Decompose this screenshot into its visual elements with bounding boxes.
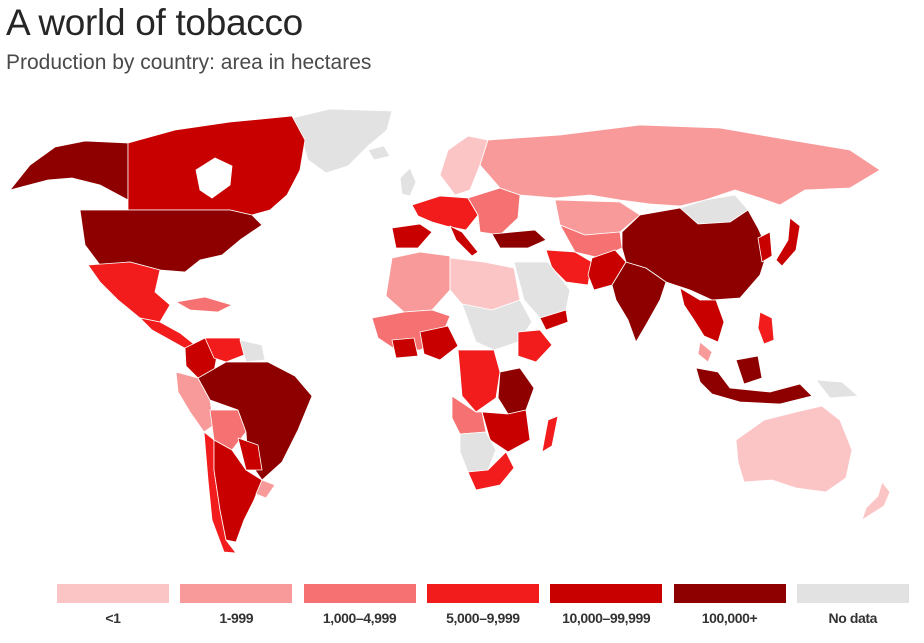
legend-label: 100,000+ <box>701 610 758 626</box>
map-region-eastern-europe <box>467 187 521 236</box>
legend-swatch <box>57 584 169 603</box>
legend-item: No data <box>796 584 909 626</box>
legend-label: 1,000–4,999 <box>322 610 397 626</box>
map-region-japan <box>775 217 801 267</box>
map-region-brazil <box>197 361 313 481</box>
map-region-southeast-asia <box>679 287 725 343</box>
map-region-korea <box>757 231 773 263</box>
world-map <box>9 108 891 554</box>
legend-item: 5,000–9,999 <box>426 584 539 626</box>
page-title: A world of tobacco <box>6 2 303 43</box>
map-region-madagascar <box>541 415 559 453</box>
map-region-borneo <box>735 355 763 385</box>
legend-item: <1 <box>57 584 169 626</box>
legend-label: 5,000–9,999 <box>446 610 520 626</box>
map-region-alaska <box>9 140 129 201</box>
map-region-russia <box>479 124 881 207</box>
legend-swatch <box>303 584 416 603</box>
map-region-china <box>621 207 769 301</box>
legend-swatch <box>673 584 786 603</box>
map-hudson-bay <box>195 157 233 199</box>
map-region-italy <box>449 225 479 257</box>
legend-swatch <box>180 584 293 603</box>
page-subtitle: Production by country: area in hectares <box>6 51 372 74</box>
map-region-north-africa <box>385 251 451 313</box>
legend-label: 10,000–99,999 <box>562 610 651 626</box>
legend-item: 100,000+ <box>673 584 786 626</box>
map-region-south-africa <box>467 451 515 491</box>
map-region-paraguay <box>237 437 263 471</box>
map-region-nigeria <box>419 325 459 361</box>
legend-swatch <box>550 584 663 603</box>
map-region-western-europe <box>411 195 479 231</box>
legend-label: 1-999 <box>219 610 254 626</box>
legend-item: 10,000–99,999 <box>550 584 663 626</box>
legend-swatch <box>796 584 909 603</box>
legend-label: <1 <box>105 610 121 626</box>
map-region-iceland <box>367 145 391 161</box>
map-region-spain <box>391 223 433 249</box>
map-region-central-africa <box>457 349 501 413</box>
map-region-malaysia <box>697 341 713 363</box>
map-region-turkey <box>491 229 547 249</box>
map-region-indonesia <box>695 367 813 405</box>
map-region-philippines <box>757 311 775 345</box>
map-region-venezuela <box>204 337 245 363</box>
map-region-ethiopia <box>517 329 553 363</box>
map-region-caribbean <box>175 296 233 313</box>
legend: <1 1-999 1,000–4,999 5,000–9,999 10,000–… <box>57 584 909 634</box>
map-region-uruguay <box>255 479 276 499</box>
legend-item: 1,000–4,999 <box>303 584 416 626</box>
map-region-libya-egypt <box>449 257 521 311</box>
map-region-united-states <box>79 209 263 273</box>
map-region-argentina <box>213 439 263 543</box>
map-region-uk <box>399 167 417 197</box>
map-region-guianas <box>239 339 266 363</box>
map-region-gulf-of-guinea <box>391 337 419 359</box>
map-region-tanzania <box>497 367 535 415</box>
map-region-greenland <box>291 108 393 174</box>
map-region-yemen <box>539 309 569 331</box>
map-region-papua-new-guinea <box>815 379 859 399</box>
map-region-new-zealand <box>861 481 891 521</box>
legend-swatch <box>426 584 539 603</box>
legend-item: 1-999 <box>180 584 293 626</box>
map-region-mexico <box>87 261 171 323</box>
legend-label: No data <box>828 610 878 626</box>
map-region-australia <box>735 405 853 493</box>
map-region-central-america <box>139 317 196 351</box>
